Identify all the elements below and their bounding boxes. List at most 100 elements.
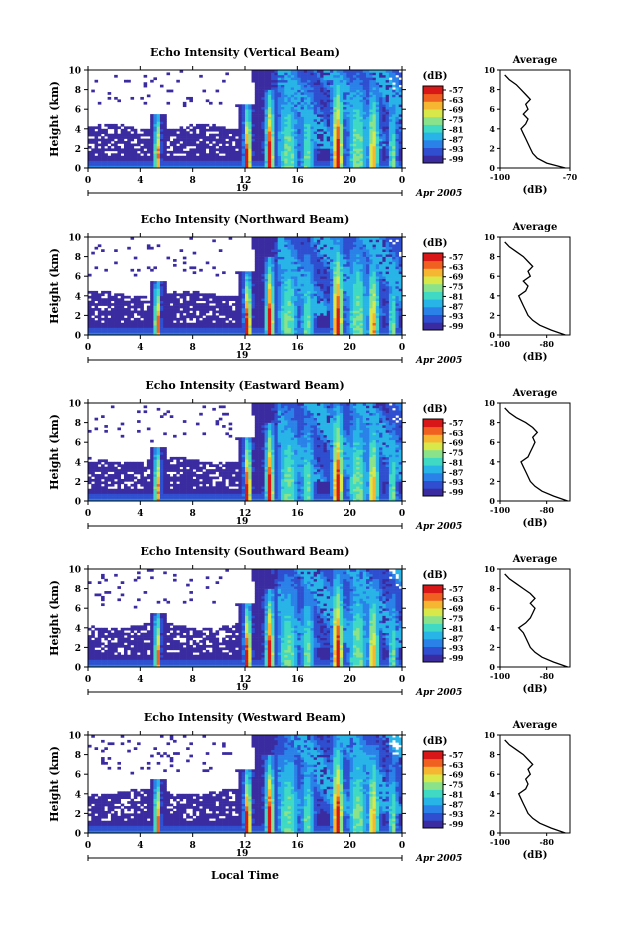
heatmap-cell [258,92,262,95]
heatmap-cell [307,263,311,267]
heatmap-cell [156,114,161,117]
heatmap-cell [366,114,370,117]
heatmap-cell [333,109,337,112]
heatmap-cell [375,114,380,117]
heatmap-cell [316,163,321,166]
heatmap-cell [385,70,390,73]
heatmap-cell [336,295,341,299]
heatmap-cell [310,82,314,85]
heatmap-cell [323,114,328,117]
heatmap-cell [330,312,334,316]
heatmap-cell [137,163,141,166]
heatmap-cell [110,153,115,157]
heatmap-cell [287,288,292,292]
heatmap-cell [356,305,360,309]
heatmap-cell [267,312,272,316]
heatmap-cell [323,153,328,157]
heatmap-cell [359,256,364,260]
heatmap-cell [143,327,148,331]
heatmap-cell [310,273,314,277]
heatmap-cell [356,133,360,137]
heatmap-cell [316,237,321,240]
heatmap-cell [222,298,226,301]
heatmap-cell [287,114,292,117]
heatmap-cell [284,160,288,164]
heatmap-cell [359,101,364,105]
heatmap-cell [120,300,125,304]
heatmap-cell [330,145,334,149]
heatmap-cell [366,84,370,88]
heatmap-cell [343,72,347,76]
heatmap-cell [153,283,157,287]
heatmap-cell [349,92,354,95]
heatmap-cell [303,141,308,144]
heatmap-cell [228,165,233,169]
heatmap-cell [94,308,99,311]
heatmap-cell [330,119,334,122]
heatmap-cell [336,123,341,127]
heatmap-cell [101,163,105,166]
heatmap-cell [189,123,193,127]
heatmap-cell [274,106,279,110]
heatmap-cell [382,158,386,161]
heatmap-cell [300,109,305,112]
heatmap-cell [343,165,347,169]
heatmap-cell [382,138,386,142]
heatmap-cell [264,281,269,284]
heatmap-cell [114,128,118,132]
heatmap-cell [254,281,259,284]
heatmap-cell [284,237,288,240]
heatmap-cell [294,141,298,144]
heatmap-cell [140,148,144,152]
heatmap-cell [166,327,171,331]
heatmap-cell [261,325,265,328]
heatmap-cell [146,163,151,166]
heatmap-cell [241,145,246,149]
heatmap-cell [189,141,193,144]
heatmap-cell [209,300,213,304]
heatmap-cell [267,278,272,282]
heatmap-cell [316,165,321,169]
heatmap-cell [395,148,400,152]
heatmap-cell [225,131,229,134]
heatmap-cell [307,266,311,270]
heatmap-cell [310,322,314,326]
heatmap-cell [91,303,95,306]
heatmap-cell [107,305,112,309]
heatmap-cell [359,84,364,88]
heatmap-cell [267,77,272,81]
heatmap-cell [218,163,223,166]
heatmap-cell [310,99,314,103]
heatmap-cell [349,271,354,275]
heatmap-cell [241,276,246,279]
heatmap-cell [300,163,305,166]
heatmap-cell [323,111,328,115]
heatmap-cell [297,114,301,117]
heatmap-cell [277,246,282,250]
heatmap-cell [310,119,314,122]
heatmap-cell [310,163,314,166]
heatmap-cell [101,155,105,159]
heatmap-cell [382,143,386,147]
heatmap-cell [137,143,141,147]
heatmap-cell [398,89,403,93]
heatmap-cell [251,153,256,157]
heatmap-cell [153,77,157,81]
heatmap-cell [346,276,350,279]
heatmap-cell [372,126,377,130]
heatmap-cell [290,74,295,78]
heatmap-cell [343,101,347,105]
heatmap-cell [199,305,203,309]
heatmap-cell [94,327,99,331]
heatmap-cell [189,143,193,147]
heatmap-cell [339,300,344,304]
heatmap-cell [290,239,295,243]
heatmap-cell [395,158,400,161]
heatmap-cell [349,261,354,265]
heatmap-cell [248,131,252,134]
heatmap-cell [251,293,256,297]
heatmap-cell [127,158,131,161]
heatmap-cell [150,308,154,311]
heatmap-cell [280,273,285,277]
heatmap-cell [150,158,154,161]
